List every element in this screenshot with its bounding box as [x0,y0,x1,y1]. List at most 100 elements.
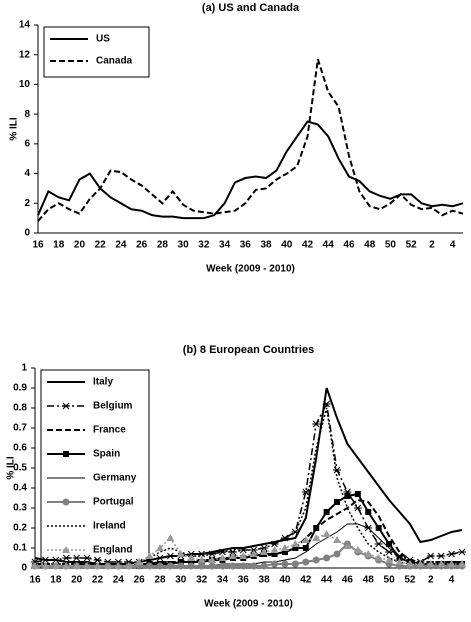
x-tick-label: 2 [429,240,435,251]
x-tick-label: 50 [384,575,396,586]
legend-label: Portugal [93,497,134,508]
marker [301,536,310,543]
y-tick-label: 6 [24,138,30,149]
x-tick-label: 46 [342,575,354,586]
marker [374,540,383,548]
legend: US Canada [43,26,150,78]
marker [364,550,373,557]
x-tick-label: 48 [364,240,376,251]
x-tick-label: 16 [29,575,41,586]
x-tick-label: 32 [198,240,210,251]
marker [405,560,414,567]
x-tick-label: 40 [281,240,293,251]
marker [385,556,394,563]
marker [51,562,60,569]
marker [72,554,81,562]
marker [197,556,206,563]
marker [229,562,237,570]
y-axis-label: % ILI [9,117,20,141]
y-tick-label: 12 [19,49,31,60]
marker [114,562,123,569]
marker [426,560,435,567]
marker [291,560,299,568]
legend-label: England [93,545,132,556]
marker [93,562,102,569]
marker [426,552,435,560]
x-tick-label: 24 [113,575,125,586]
marker [313,525,320,531]
marker [344,493,351,499]
legend-label: Spain [93,449,120,460]
x-tick-label: 26 [134,575,146,586]
x-tick-label: 52 [404,575,416,586]
marker [281,549,288,555]
series-line [37,120,464,220]
x-tick-label: 18 [53,240,65,251]
marker [135,558,144,565]
marker [166,552,175,560]
marker [187,562,195,570]
x-tick-label: 18 [50,575,62,586]
marker [271,551,278,557]
marker [228,552,237,559]
x-tick-label: 38 [259,575,271,586]
marker [63,451,69,457]
marker [124,562,133,569]
marker [177,559,184,565]
marker [155,544,164,551]
marker [437,552,446,560]
marker [166,534,175,541]
marker [62,546,70,553]
marker [343,542,352,549]
marker [166,562,174,570]
marker [156,562,164,570]
marker [146,562,154,570]
y-tick-label: 0 [21,563,27,574]
marker [302,558,310,566]
y-tick-label: 0.4 [13,483,27,494]
marker [208,556,217,563]
marker [386,541,393,547]
legend-box [40,369,150,569]
marker [323,509,330,515]
marker [83,554,92,562]
x-tick-label: 34 [217,575,229,586]
series-line [37,58,464,222]
x-tick-label: 24 [115,240,127,251]
x-tick-label: 20 [71,575,83,586]
legend-label: Italy [93,377,113,388]
x-tick-label: 4 [449,575,455,586]
legend-label: US [96,34,110,45]
legend-label: Germany [93,473,137,484]
y-tick-label: 1 [21,363,27,374]
x-tick-label: 52 [406,240,418,251]
marker [312,420,321,428]
y-tick-label: 0.7 [13,423,27,434]
marker [292,545,299,551]
y-tick-label: 4 [24,168,30,179]
marker [250,562,258,570]
marker [31,562,39,569]
marker [270,540,279,548]
y-axis-label: % ILI [6,456,17,480]
marker [83,562,92,569]
marker [375,525,382,531]
marker [437,560,446,567]
x-tick-label: 20 [74,240,86,251]
marker [62,498,70,506]
series-line [35,533,462,567]
marker [260,548,269,555]
x-tick-label: 30 [175,575,187,586]
marker [281,560,289,568]
x-tick-label: 36 [240,240,252,251]
series [35,407,462,565]
y-tick-label: 14 [19,20,31,31]
marker [333,536,342,543]
marker [155,554,164,562]
x-tick-label: 38 [260,240,272,251]
marker [51,556,60,564]
x-tick-label: 22 [92,575,104,586]
x-tick-label: 32 [196,575,208,586]
x-tick-label: 16 [32,240,44,251]
series [37,58,464,222]
